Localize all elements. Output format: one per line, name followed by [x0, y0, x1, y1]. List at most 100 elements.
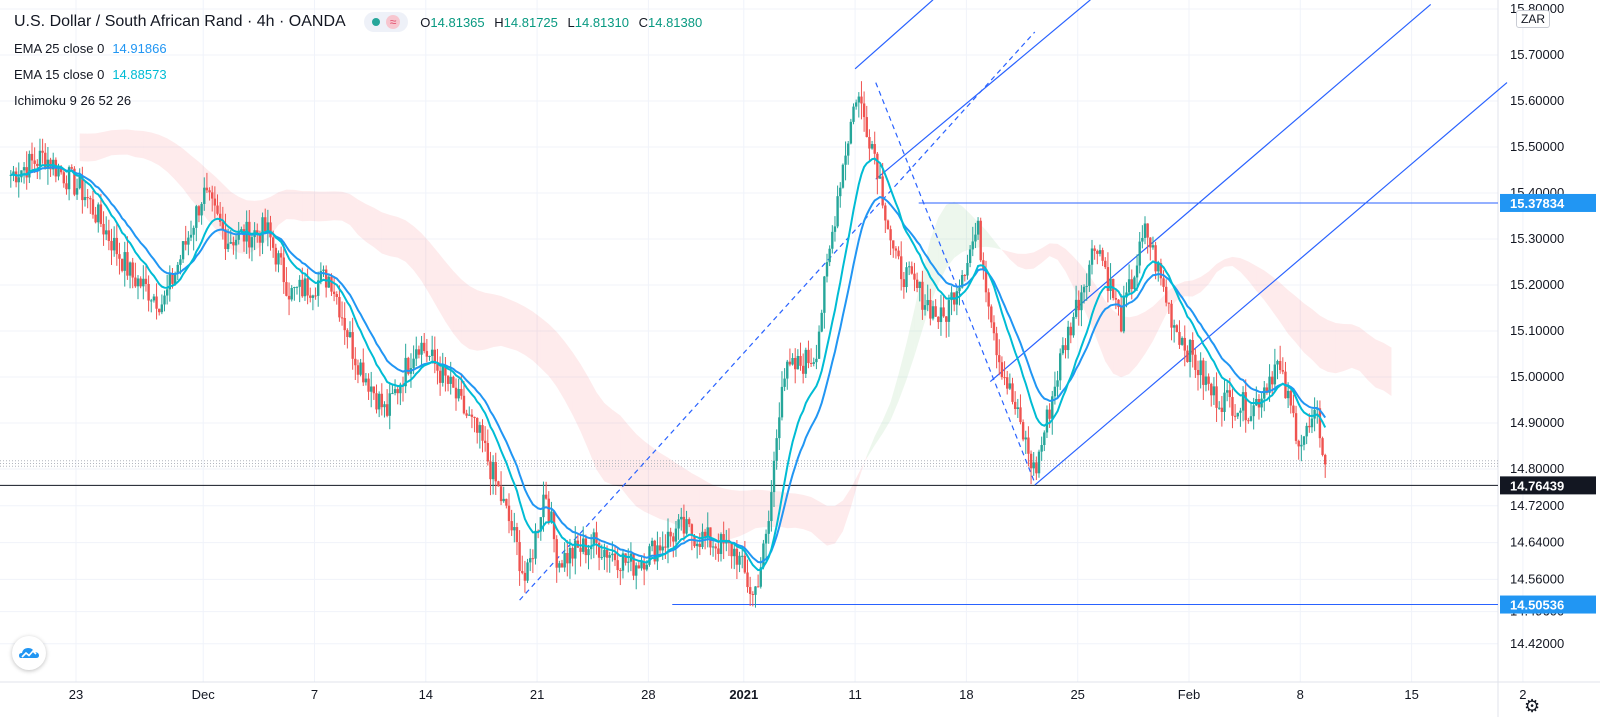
- symbol-row: U.S. Dollar / South African Rand · 4h · …: [14, 9, 708, 35]
- candle-body: [1244, 392, 1247, 421]
- candle-body: [444, 365, 447, 376]
- candle-body: [1141, 237, 1144, 242]
- candle-body: [473, 416, 476, 418]
- candle-body: [1159, 263, 1163, 279]
- candle-body: [118, 254, 121, 259]
- candle-body: [730, 543, 733, 557]
- time-tick-label: 8: [1297, 687, 1304, 702]
- candle-body: [1056, 380, 1059, 387]
- horizontal-lines: [0, 202, 1498, 606]
- candle-body: [163, 295, 166, 305]
- candle-body: [385, 404, 389, 416]
- candle-body: [433, 349, 437, 364]
- candle-body: [282, 257, 285, 283]
- candle-body: [1066, 326, 1070, 351]
- cloud-segment: [326, 191, 335, 222]
- indicator-ichimoku[interactable]: Ichimoku 9 26 52 26: [14, 87, 708, 113]
- cloud-segment: [890, 374, 899, 421]
- indicator-ema25[interactable]: EMA 25 close 0 14.91866: [14, 35, 708, 61]
- cloud-segment: [429, 242, 438, 308]
- cloud-segment: [1152, 298, 1161, 341]
- candle-body: [563, 553, 566, 568]
- candle-body: [886, 220, 890, 230]
- candle-body: [1127, 279, 1131, 293]
- candle-body: [714, 546, 717, 549]
- candle-body: [510, 521, 513, 531]
- candle-body: [324, 269, 328, 288]
- time-tick-label: 7: [311, 687, 318, 702]
- candle-body: [457, 388, 460, 399]
- candle-body: [197, 206, 201, 216]
- candle-body: [17, 177, 20, 183]
- indicator-ema15[interactable]: EMA 15 close 0 14.88573: [14, 61, 708, 87]
- candle-body: [1114, 298, 1118, 300]
- cloud-segment: [993, 240, 1002, 251]
- candle-body: [831, 231, 834, 249]
- time-axis[interactable]: 23 Dec 7 14 21 28 2021 11 18 25 Feb 8 15 2: [69, 687, 1527, 702]
- cloud-segment: [421, 233, 430, 295]
- channel-upper: [989, 3, 1432, 383]
- candle-body: [786, 361, 789, 379]
- candle-body: [134, 277, 137, 287]
- candle-body: [274, 247, 278, 265]
- candle-body: [9, 174, 13, 176]
- candle-body: [566, 553, 569, 564]
- candle-body: [794, 357, 797, 370]
- candle-body: [1218, 407, 1221, 409]
- cloud-segment: [342, 191, 351, 225]
- candle-body: [719, 534, 723, 554]
- candle-body: [1043, 432, 1046, 446]
- market-status-badge[interactable]: ≈: [363, 12, 409, 32]
- candle-body: [881, 176, 884, 206]
- ohlc-values: O14.81365 H14.81725 L14.81310 C14.81380: [420, 15, 708, 30]
- time-tick-label: 11: [848, 687, 862, 702]
- cloud-segment: [1041, 243, 1050, 263]
- cloud-segment: [866, 436, 875, 459]
- candle-body: [338, 296, 341, 318]
- candle-body: [1024, 437, 1027, 440]
- candle-body: [187, 237, 190, 245]
- cloud-segment: [381, 212, 390, 257]
- cloud-segment: [540, 317, 549, 376]
- price-tick-label: 15.20000: [1510, 277, 1564, 292]
- candle-body: [1000, 362, 1004, 378]
- candle-body: [287, 295, 291, 300]
- candle-body: [407, 357, 410, 374]
- candle-body: [1061, 345, 1065, 354]
- cloud-segment: [334, 191, 343, 221]
- candle-body: [751, 593, 755, 595]
- candle-body: [375, 393, 378, 410]
- candle-body: [966, 262, 969, 276]
- candle-body: [128, 262, 132, 276]
- time-tick-label: 15: [1404, 687, 1418, 702]
- candle-body: [192, 227, 195, 235]
- cloud-segment: [652, 447, 661, 520]
- candle-body: [1276, 360, 1279, 365]
- candle-body: [791, 357, 794, 365]
- candle-body: [680, 516, 683, 520]
- price-tick-label: 15.30000: [1510, 231, 1564, 246]
- cloud-segment: [1009, 251, 1018, 267]
- candle-body: [648, 546, 651, 565]
- currency-badge[interactable]: ZAR: [1516, 10, 1550, 28]
- candle-body: [550, 511, 553, 523]
- candle-body: [1236, 412, 1239, 417]
- cloud-segment: [548, 323, 557, 387]
- candle-body: [783, 378, 786, 387]
- candle-body: [857, 96, 861, 103]
- chart-legend: U.S. Dollar / South African Rand · 4h · …: [14, 9, 708, 113]
- candle-body: [616, 560, 619, 571]
- cloud-segment: [612, 409, 621, 487]
- cloud-segment: [318, 191, 327, 222]
- candle-body: [1149, 237, 1152, 248]
- candle-body: [195, 206, 198, 228]
- price-axis[interactable]: 14.4200014.4960014.5600014.6400014.72000…: [1500, 1, 1596, 651]
- settings-gear-icon[interactable]: ⚙: [1524, 696, 1541, 716]
- cloud-segment: [151, 132, 160, 166]
- price-tick-label: 15.60000: [1510, 93, 1564, 108]
- tradingview-logo-button[interactable]: [12, 636, 46, 670]
- cloud-segment: [1280, 282, 1289, 334]
- candle-body: [923, 305, 927, 310]
- symbol-title[interactable]: U.S. Dollar / South African Rand · 4h · …: [14, 13, 346, 30]
